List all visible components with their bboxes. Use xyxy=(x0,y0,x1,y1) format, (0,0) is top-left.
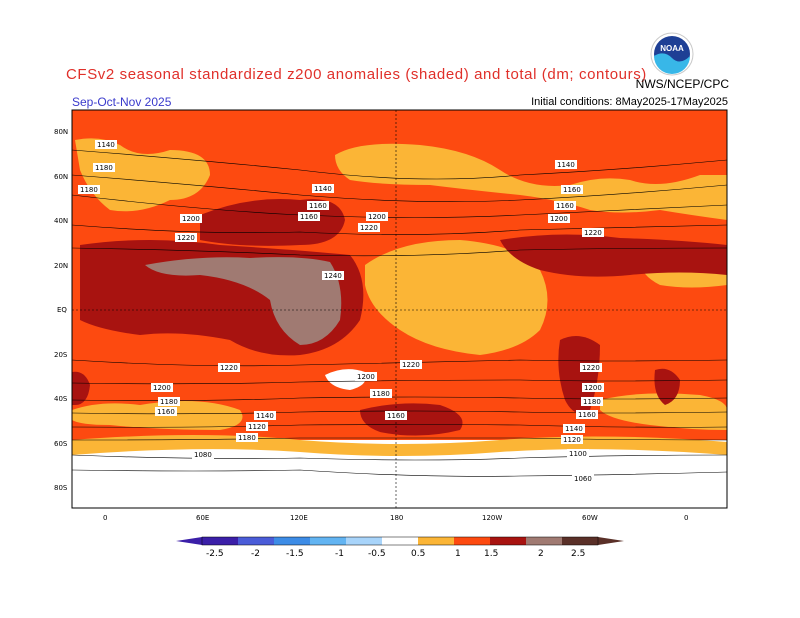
contour-label: 1180 xyxy=(95,164,113,172)
contour-label: 1080 xyxy=(194,451,212,459)
contour-label: 1200 xyxy=(357,373,375,381)
contour-label: 1220 xyxy=(177,234,195,242)
lat-label: 20N xyxy=(54,262,68,270)
colorbar-label: -1.5 xyxy=(286,549,304,559)
colorbar-swatch xyxy=(454,537,490,545)
colorbar-label: -1 xyxy=(335,549,344,559)
contour-label: 1180 xyxy=(372,390,390,398)
lat-label: 20S xyxy=(54,351,68,359)
contour-label: 1120 xyxy=(563,436,581,444)
contour-label: 1220 xyxy=(220,364,238,372)
contour-label: 1160 xyxy=(563,186,581,194)
contour-label: 1220 xyxy=(584,229,602,237)
colorbar-label: 0.5 xyxy=(411,549,425,559)
colorbar-label: 2.5 xyxy=(571,549,585,559)
shade-dark-south-america xyxy=(558,336,600,414)
colorbar-swatch xyxy=(526,537,562,545)
contour-label: 1200 xyxy=(550,215,568,223)
colorbar-swatch xyxy=(310,537,346,545)
colorbar-label: 1.5 xyxy=(484,549,498,559)
colorbar-swatch xyxy=(346,537,382,545)
contour-label: 1180 xyxy=(238,434,256,442)
contour-label: 1220 xyxy=(402,361,420,369)
contour-label: 1100 xyxy=(569,450,587,458)
contour-label: 1160 xyxy=(387,412,405,420)
lon-label: 120W xyxy=(482,514,502,522)
forecast-period: Sep-Oct-Nov 2025 xyxy=(72,95,172,109)
lat-label: 80S xyxy=(54,484,68,492)
lat-label: EQ xyxy=(57,306,67,314)
contour-label-group: 1140 1180 1180 1200 1220 1140 1160 1160 … xyxy=(78,140,604,483)
shade-light-north xyxy=(335,143,727,220)
colorbar: -2.5 -2 -1.5 -1 -0.5 0.5 1 1.5 2 2.5 xyxy=(176,536,624,559)
contour-label: 1140 xyxy=(314,185,332,193)
noaa-logo-icon: NOAA xyxy=(650,32,694,76)
contour-label: 1140 xyxy=(97,141,115,149)
contour-label: 1160 xyxy=(157,408,175,416)
contour-label: 1220 xyxy=(582,364,600,372)
lon-label: 60E xyxy=(196,514,209,522)
contour-label: 1200 xyxy=(153,384,171,392)
lon-label: 60W xyxy=(582,514,598,522)
contour-label: 1140 xyxy=(565,425,583,433)
agency-label: NWS/NCEP/CPC xyxy=(635,77,729,91)
colorbar-swatch xyxy=(176,537,202,545)
map-frame xyxy=(71,109,728,509)
contour-label: 1140 xyxy=(557,161,575,169)
lat-label: 40N xyxy=(54,217,68,225)
shade-dark-south-atl xyxy=(654,368,680,405)
colorbar-swatch xyxy=(274,537,310,545)
colorbar-label: 1 xyxy=(455,549,461,559)
contour-label: 1200 xyxy=(368,213,386,221)
colorbar-label: -0.5 xyxy=(368,549,386,559)
shade-light-tropical-pacific xyxy=(365,240,548,355)
colorbar-swatch xyxy=(598,537,624,545)
shading-layer xyxy=(72,110,727,508)
shade-dark-asia xyxy=(200,199,345,246)
colorbar-label: 2 xyxy=(538,549,544,559)
colorbar-swatch xyxy=(382,537,418,545)
lat-label: 60S xyxy=(54,440,68,448)
noaa-logo-text: NOAA xyxy=(660,44,684,53)
contour-label: 1180 xyxy=(80,186,98,194)
contour-label: 1200 xyxy=(182,215,200,223)
lon-axis: 0 60E 120E 180 120W 60W 0 xyxy=(103,514,688,522)
contour-label: 1120 xyxy=(248,423,266,431)
contour-label: 1180 xyxy=(160,398,178,406)
contour-label: 1160 xyxy=(578,411,596,419)
lat-axis: 80N 60N 40N 20N EQ 20S 40S 60S 80S xyxy=(54,128,68,492)
lon-label: 0 xyxy=(684,514,688,522)
contour-label: 1200 xyxy=(584,384,602,392)
colorbar-swatch xyxy=(562,537,598,545)
colorbar-label: -2 xyxy=(251,549,260,559)
contour-label: 1240 xyxy=(324,272,342,280)
colorbar-swatch xyxy=(202,537,238,545)
contour-label: 1160 xyxy=(556,202,574,210)
colorbar-swatch xyxy=(238,537,274,545)
colorbar-swatch xyxy=(418,537,454,545)
guide-lines xyxy=(72,110,727,508)
lon-label: 0 xyxy=(103,514,107,522)
contour-label: 1160 xyxy=(309,202,327,210)
contour-label: 1160 xyxy=(300,213,318,221)
shade-light-northatl xyxy=(75,138,210,212)
map-title: CFSv2 seasonal standardized z200 anomali… xyxy=(66,66,647,83)
shade-dark-atlantic xyxy=(500,234,727,277)
shade-light-south-atlantic xyxy=(600,393,727,430)
lon-label: 180 xyxy=(390,514,403,522)
contour-label: 1220 xyxy=(360,224,378,232)
shade-dark-west-edge xyxy=(72,371,90,405)
contour-label: 1060 xyxy=(574,475,592,483)
shade-grey-maritime-continent xyxy=(145,257,342,345)
contour-label: 1180 xyxy=(583,398,601,406)
lon-label: 120E xyxy=(290,514,308,522)
lat-label: 80N xyxy=(54,128,68,136)
initial-conditions: Initial conditions: 8May2025-17May2025 xyxy=(531,96,728,108)
lat-label: 40S xyxy=(54,395,68,403)
contour-label: 1140 xyxy=(256,412,274,420)
colorbar-swatch xyxy=(490,537,526,545)
colorbar-label: -2.5 xyxy=(206,549,224,559)
lat-label: 60N xyxy=(54,173,68,181)
